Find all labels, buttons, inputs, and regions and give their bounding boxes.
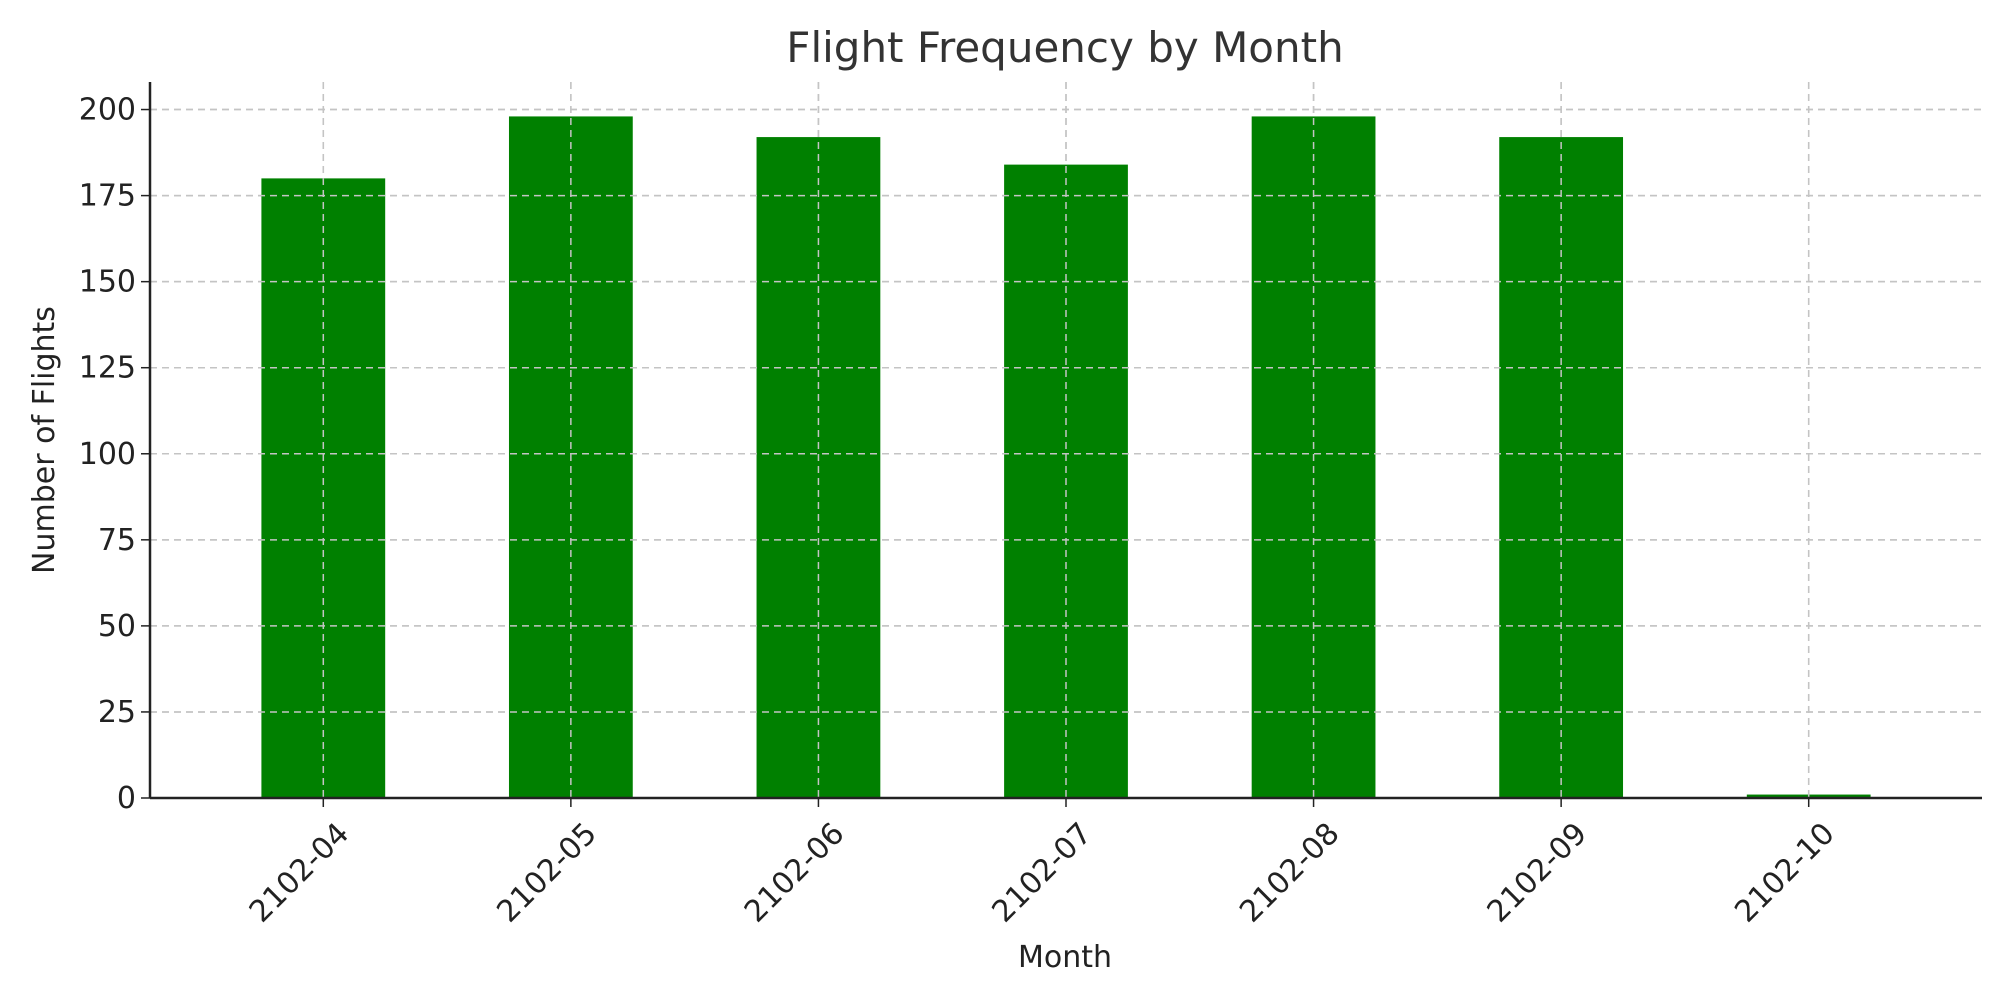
bars <box>150 82 1982 799</box>
chart-title: Flight Frequency by Month <box>786 23 1343 72</box>
y-axis-label: Number of Flights <box>27 306 62 574</box>
y-tick-label: 200 <box>79 93 136 128</box>
y-tick-label: 50 <box>98 609 136 644</box>
y-tick-label: 100 <box>79 437 136 472</box>
y-tick-label: 25 <box>98 695 136 730</box>
y-tick-label: 125 <box>79 351 136 386</box>
x-tick-label: 2102-06 <box>738 816 851 929</box>
x-tick-label: 2102-05 <box>490 816 603 929</box>
x-tick-label: 2102-07 <box>986 816 1099 929</box>
y-axis-ticks: 0 25 50 75 100 125 150 175 200 <box>79 93 150 816</box>
y-tick-label: 0 <box>117 781 136 816</box>
x-tick-label: 2102-09 <box>1481 816 1594 929</box>
y-tick-label: 75 <box>98 523 136 558</box>
x-tick-label: 2102-10 <box>1728 816 1841 929</box>
x-tick-label: 2102-04 <box>243 816 356 929</box>
x-tick-label: 2102-08 <box>1233 816 1346 929</box>
x-axis-label: Month <box>1018 940 1112 975</box>
x-axis-ticks: 2102-04 2102-05 2102-06 2102-07 2102-08 2102-… <box>243 798 1842 930</box>
bar-2102-04 <box>261 178 386 798</box>
y-tick-label: 150 <box>79 265 136 300</box>
y-tick-label: 175 <box>79 179 136 214</box>
